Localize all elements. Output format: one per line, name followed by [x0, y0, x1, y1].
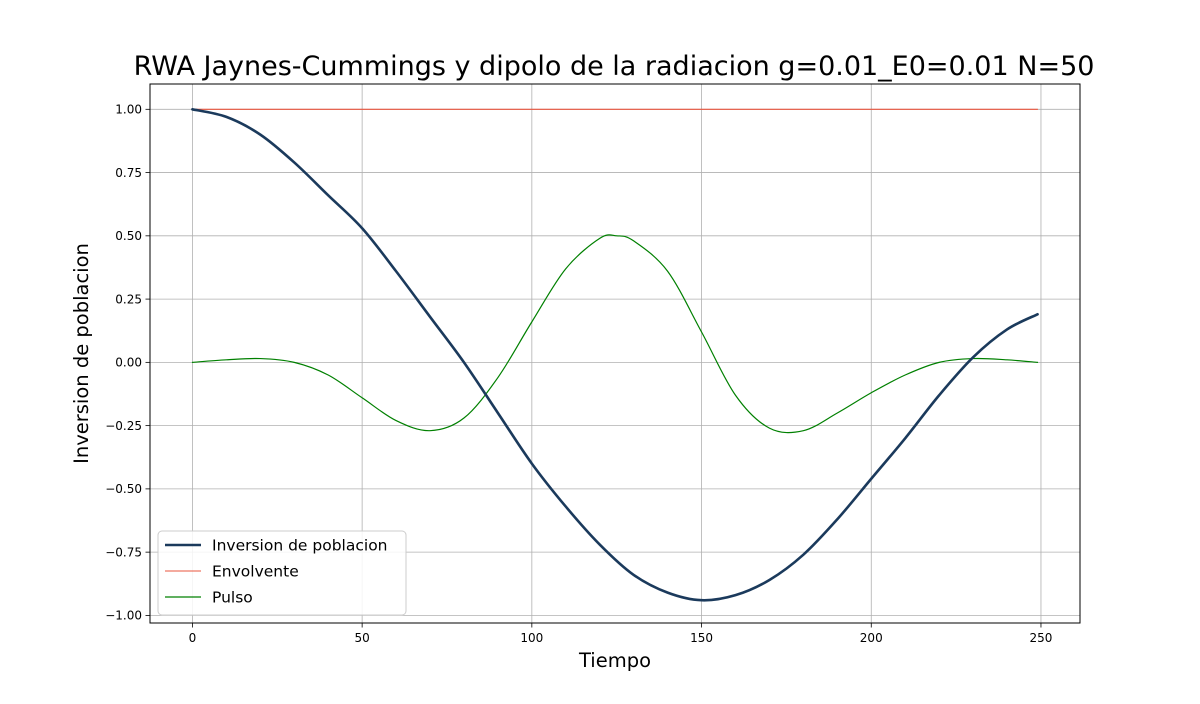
x-tick-label: 200 [860, 631, 883, 645]
y-axis-label: Inversion de poblacion [70, 243, 93, 464]
axis-ticks: 0 50 100 150 200 250 −1.00 −0.75 −0.50 −0.25 0.00 0… [105, 103, 1052, 645]
y-tick-label: −0.25 [105, 419, 142, 433]
y-tick-label: −1.00 [105, 609, 142, 623]
legend-box [157, 530, 407, 616]
y-tick-label: 1.00 [115, 103, 142, 117]
y-tick-label: 0.50 [115, 229, 142, 243]
y-tick-label: −0.75 [105, 545, 142, 559]
y-tick-label: 0.75 [115, 166, 142, 180]
x-tick-label: 0 [189, 631, 197, 645]
legend: Inversion de poblacion Envolvente Pulso [157, 530, 407, 616]
chart-title: RWA Jaynes-Cummings y dipolo de la radia… [134, 51, 1095, 82]
legend-item-pulso-label: Pulso [212, 589, 253, 607]
series-lines [191, 108, 1039, 602]
x-tick-label: 100 [520, 631, 543, 645]
plot-area-frame [149, 83, 1081, 624]
legend-item-inversion-label: Inversion de poblacion [212, 537, 388, 555]
y-tick-label: −0.50 [105, 482, 142, 496]
y-tick-label: 0.00 [115, 356, 142, 370]
series-inversion-line [191, 108, 1039, 602]
series-pulso-line [191, 234, 1039, 434]
x-tick-label: 50 [354, 631, 369, 645]
legend-item-envolvente-label: Envolvente [212, 563, 299, 581]
y-tick-label: 0.25 [115, 292, 142, 306]
x-tick-label: 250 [1030, 631, 1053, 645]
x-axis-label: Tiempo [578, 649, 651, 672]
x-tick-label: 150 [690, 631, 713, 645]
